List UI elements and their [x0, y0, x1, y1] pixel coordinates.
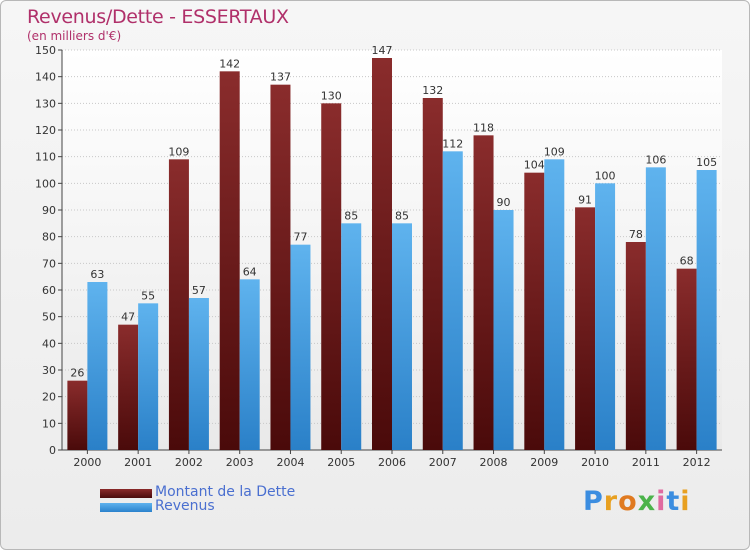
data-label-revenus: 64	[243, 265, 257, 278]
data-label-revenus: 55	[141, 289, 155, 302]
bar-dette	[473, 135, 494, 451]
bar-revenus	[544, 159, 565, 451]
bar-dette	[168, 159, 189, 451]
data-label-dette: 26	[70, 367, 84, 380]
y-tick-label: 90	[42, 204, 56, 217]
data-label-dette: 109	[168, 145, 189, 158]
y-tick-label: 40	[42, 337, 56, 350]
x-tick-label: 2012	[683, 456, 711, 469]
data-label-revenus: 63	[90, 268, 104, 281]
legend-swatch-dette	[100, 489, 152, 498]
y-tick-label: 120	[35, 124, 56, 137]
y-tick-label: 100	[35, 177, 56, 190]
bar-dette	[67, 380, 88, 450]
data-label-dette: 147	[372, 44, 393, 57]
y-tick-label: 20	[42, 391, 56, 404]
data-label-revenus: 105	[696, 156, 717, 169]
bar-revenus	[239, 279, 260, 450]
data-label-dette: 132	[422, 84, 443, 97]
legend-swatch-revenus	[100, 503, 152, 512]
data-label-revenus: 77	[293, 231, 307, 244]
y-tick-label: 30	[42, 364, 56, 377]
data-label-revenus: 90	[497, 196, 511, 209]
y-tick-label: 150	[35, 44, 56, 57]
y-tick-label: 130	[35, 97, 56, 110]
bar-revenus	[595, 183, 616, 451]
data-label-dette: 142	[219, 57, 240, 70]
bar-dette	[422, 98, 443, 450]
data-label-revenus: 85	[344, 209, 358, 222]
bar-revenus	[696, 170, 717, 450]
legend-label-dette: Montant de la Dette	[155, 484, 296, 500]
data-label-dette: 91	[578, 193, 592, 206]
data-label-dette: 130	[321, 89, 342, 102]
bar-revenus	[188, 298, 209, 450]
x-tick-label: 2005	[327, 456, 355, 469]
y-tick-label: 50	[42, 311, 56, 324]
bar-dette	[118, 324, 139, 450]
x-tick-label: 2000	[73, 456, 101, 469]
bar-revenus	[341, 223, 362, 450]
y-tick-label: 80	[42, 231, 56, 244]
bar-dette	[676, 268, 697, 450]
y-tick-label: 110	[35, 151, 56, 164]
x-tick-label: 2004	[276, 456, 304, 469]
data-label-revenus: 57	[192, 284, 206, 297]
x-tick-label: 2011	[632, 456, 660, 469]
x-tick-label: 2002	[175, 456, 203, 469]
x-tick-label: 2010	[581, 456, 609, 469]
data-label-revenus: 106	[645, 153, 666, 166]
data-label-dette: 137	[270, 71, 291, 84]
y-tick-label: 140	[35, 71, 56, 84]
bar-dette	[219, 71, 240, 450]
data-label-revenus: 112	[442, 137, 463, 150]
x-tick-label: 2008	[480, 456, 508, 469]
y-tick-label: 0	[49, 444, 56, 457]
y-tick-label: 70	[42, 257, 56, 270]
bar-dette	[372, 58, 392, 450]
chart-subtitle: (en milliers d'€)	[27, 29, 122, 43]
data-label-revenus: 100	[595, 169, 616, 182]
x-tick-label: 2007	[429, 456, 457, 469]
x-tick-label: 2001	[124, 456, 152, 469]
data-label-dette: 104	[524, 159, 545, 172]
data-label-dette: 78	[629, 228, 643, 241]
x-tick-label: 2006	[378, 456, 406, 469]
bar-dette	[270, 84, 291, 451]
y-tick-label: 60	[42, 284, 56, 297]
data-label-dette: 47	[121, 311, 135, 324]
bar-dette	[625, 242, 646, 450]
proxiti-logo: Proxiti	[583, 486, 691, 517]
data-label-revenus: 85	[395, 209, 409, 222]
bar-dette	[524, 172, 545, 450]
bar-revenus	[493, 210, 514, 450]
bar-dette	[321, 103, 342, 450]
data-label-revenus: 109	[544, 145, 565, 158]
bar-revenus	[392, 223, 412, 450]
x-tick-label: 2003	[226, 456, 254, 469]
data-label-dette: 68	[680, 255, 694, 268]
bar-revenus	[442, 151, 463, 451]
legend-label-revenus: Revenus	[155, 498, 215, 514]
bar-revenus	[290, 244, 311, 450]
chart-title: Revenus/Dette - ESSERTAUX	[27, 6, 289, 28]
data-label-dette: 118	[473, 121, 494, 134]
bar-revenus	[138, 303, 159, 450]
bar-dette	[575, 207, 596, 450]
x-tick-label: 2009	[530, 456, 558, 469]
y-tick-label: 10	[42, 417, 56, 430]
bar-revenus	[87, 282, 108, 450]
bar-revenus	[645, 167, 666, 451]
